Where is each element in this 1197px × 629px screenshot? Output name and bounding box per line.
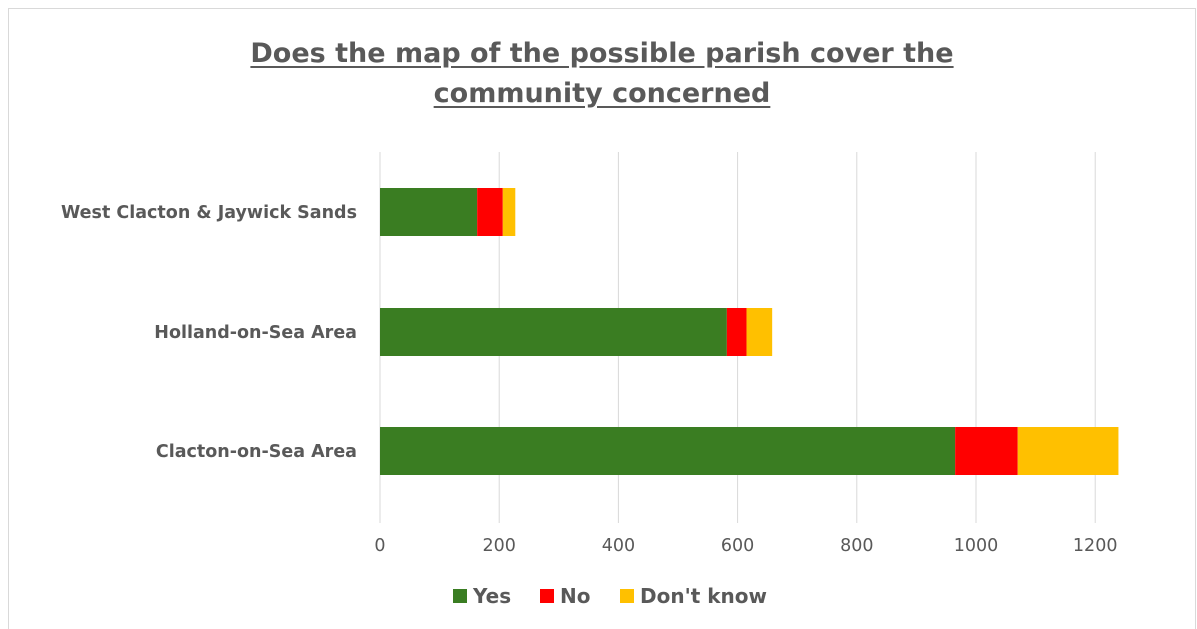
bar-yes (380, 188, 478, 236)
chart-title-line-1: Does the map of the possible parish cove… (250, 38, 954, 69)
chart-title-line-2: community concerned (433, 78, 771, 109)
legend-label-don-t-know: Don't know (640, 584, 767, 608)
legend-swatch-don-t-know (620, 589, 634, 603)
bar-no (726, 308, 747, 356)
x-tick-label: 200 (482, 536, 515, 556)
x-tick-label: 1200 (1073, 536, 1118, 556)
x-tick-label: 0 (374, 536, 385, 556)
category-label: Clacton-on-Sea Area (156, 442, 357, 462)
bar-no (955, 427, 1018, 475)
legend-label-yes: Yes (472, 584, 511, 608)
legend-swatch-no (540, 589, 554, 603)
chart-title: Does the map of the possible parish cove… (8, 34, 1196, 114)
legend-label-no: No (560, 584, 590, 608)
x-tick-label: 600 (721, 536, 754, 556)
bar-yes (380, 427, 956, 475)
bar-don-t-know (1017, 427, 1119, 475)
legend-swatch-yes (453, 589, 467, 603)
bar-don-t-know (502, 188, 516, 236)
x-tick-label: 400 (602, 536, 635, 556)
x-tick-label: 1000 (954, 536, 999, 556)
bar-yes (380, 308, 727, 356)
bar-don-t-know (746, 308, 773, 356)
category-label: Holland-on-Sea Area (154, 323, 357, 343)
category-label: West Clacton & Jaywick Sands (61, 203, 357, 223)
bar-no (477, 188, 503, 236)
x-tick-label: 800 (840, 536, 873, 556)
